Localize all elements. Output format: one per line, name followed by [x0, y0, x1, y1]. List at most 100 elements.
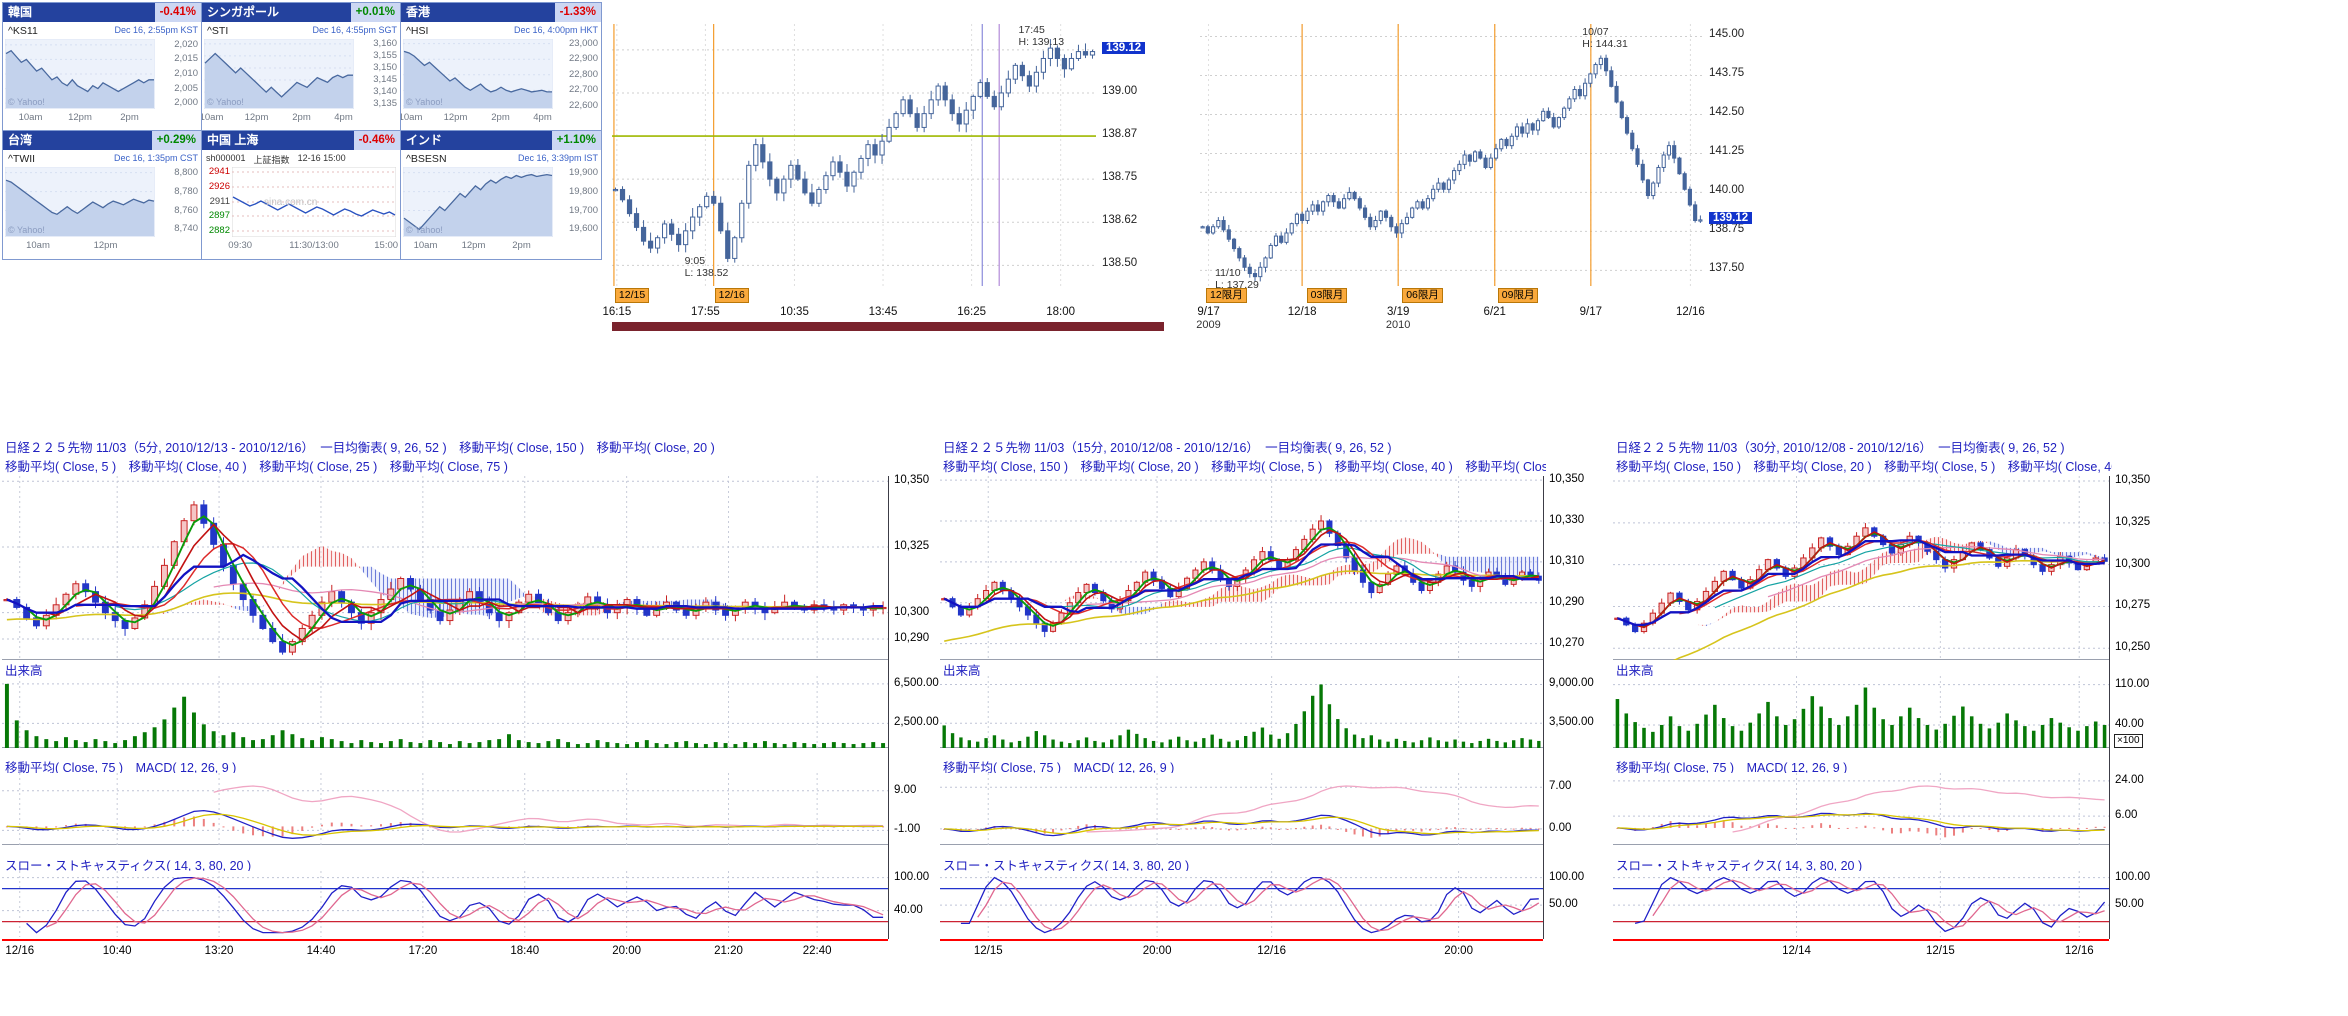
macd-pane-canvas[interactable]	[1613, 773, 2109, 845]
panel-title-line2: 移動平均( Close, 150 ) 移動平均( Close, 20 ) 移動平…	[1616, 460, 2112, 474]
high-low-annotation: 17:45 H: 139.13	[1018, 24, 1065, 48]
nikkei-futures-panel-5min: 日経２２５先物 11/03（5分, 2010/12/13 - 2010/12/1…	[2, 433, 958, 993]
mini-chart-canvas[interactable]	[402, 38, 554, 110]
macd-pane-label: 移動平均( Close, 75 ) MACD( 12, 26, 9 )	[943, 761, 1175, 775]
mini-chart-canvas[interactable]	[231, 166, 397, 238]
y-axis-label: 3,140	[373, 86, 397, 98]
stochastics-pane-canvas[interactable]	[1613, 871, 2109, 937]
stochastics-pane-canvas[interactable]	[940, 871, 1543, 937]
y-axis-label: 23,000	[568, 37, 598, 49]
market-cell-taiwan[interactable]: 台湾 +0.29% ^TWII Dec 16, 1:35pm CST © Yah…	[3, 131, 202, 259]
axis-tick-label: -1.00	[894, 823, 921, 836]
volume-pane-canvas[interactable]	[1613, 676, 2109, 748]
market-header: 中国 上海 -0.46%	[202, 131, 400, 150]
axis-tick-label: 9,000.00	[1549, 677, 1594, 690]
volume-pane-label: 出来高	[943, 664, 981, 678]
chart-range-scrollbar[interactable]	[612, 322, 1164, 331]
market-cell-india[interactable]: インド +1.10% ^BSESN Dec 16, 3:39pm IST © Y…	[401, 131, 601, 259]
time-axis-year-label: 2009	[1196, 319, 1221, 331]
time-axis-label: 18:00	[1046, 306, 1076, 318]
y-axis-line	[1543, 476, 1544, 939]
macd-pane-label: 移動平均( Close, 75 ) MACD( 12, 26, 9 )	[5, 761, 237, 775]
x-axis-label: 10am	[26, 240, 50, 251]
current-price-label: 139.12	[1709, 211, 1753, 224]
y-axis-label: 140.00	[1709, 184, 1745, 197]
y-axis-label: 22,700	[568, 84, 598, 96]
y-axis-label: 2911	[209, 196, 230, 207]
time-axis-label: 12/16	[2064, 945, 2094, 957]
yahoo-watermark: © Yahoo!	[406, 97, 443, 107]
market-name: 香港	[406, 5, 431, 19]
mini-chart-canvas[interactable]	[203, 38, 355, 110]
macd-pane-canvas[interactable]	[2, 773, 888, 845]
y-axis-label: 2926	[208, 181, 230, 192]
x-axis-label: 10am	[413, 240, 438, 251]
axis-tick-label: 10,250	[2115, 641, 2151, 654]
x-axis-label: 4pm	[533, 112, 552, 123]
time-axis-year-label: 2010	[1385, 319, 1411, 331]
y-axis-label: 138.87	[1102, 128, 1138, 141]
contract-month-or-date-label: 12/15	[614, 288, 650, 303]
contract-month-or-date-label: 09限月	[1497, 288, 1539, 303]
y-axis-label: 138.75	[1709, 223, 1745, 236]
y-axis-label: 2897	[208, 210, 230, 221]
time-axis-label: 10:40	[102, 945, 132, 957]
axis-tick-label: 110.00	[2115, 677, 2150, 690]
volume-pane-canvas[interactable]	[940, 676, 1543, 748]
y-axis-label: 19,800	[568, 185, 598, 197]
x-axis-label: 4pm	[334, 112, 353, 123]
stochastics-pane-label: スロー・ストキャスティクス( 14, 3, 80, 20 )	[1616, 859, 1863, 873]
sina-timestamp: 12-16 15:00	[297, 153, 346, 163]
yahoo-watermark: © Yahoo!	[207, 97, 244, 107]
x-axis-label: 10am	[401, 112, 423, 123]
mini-chart-canvas[interactable]	[4, 38, 156, 110]
x-axis-label: 12pm	[461, 240, 486, 251]
y-axis-label: 139.00	[1102, 84, 1138, 97]
macd-pane-canvas[interactable]	[940, 773, 1543, 845]
y-axis-label: 137.50	[1709, 262, 1745, 275]
axis-tick-label: 10,300	[894, 605, 930, 618]
nikkei-futures-panel-15min: 日経２２５先物 11/03（15分, 2010/12/08 - 2010/12/…	[940, 433, 1602, 993]
y-axis-line	[888, 476, 889, 939]
yahoo-watermark: © Yahoo!	[8, 225, 45, 235]
market-cell-korea[interactable]: 韓国 -0.41% ^KS11 Dec 16, 2:55pm KST © Yah…	[3, 3, 202, 131]
y-axis-label: 2882	[208, 225, 230, 236]
axis-tick-label: 10,290	[894, 631, 930, 644]
volume-unit-label: ×100	[2114, 734, 2143, 748]
x-axis-label: 10am	[18, 112, 43, 123]
time-axis-label: 20:00	[612, 945, 642, 957]
time-axis-label: 6/21	[1483, 306, 1506, 318]
volume-pane-canvas[interactable]	[2, 676, 888, 748]
axis-tick-label: 6,500.00	[894, 676, 939, 689]
time-axis-label: 16:25	[957, 306, 986, 318]
price-pane-canvas[interactable]	[940, 476, 1543, 660]
panel-title-line1: 日経２２５先物 11/03（5分, 2010/12/13 - 2010/12/1…	[5, 441, 715, 455]
axis-tick-label: 10,350	[1549, 473, 1585, 486]
y-axis-label: 138.62	[1102, 214, 1138, 227]
price-pane-canvas[interactable]	[2, 476, 888, 660]
mini-chart-canvas[interactable]	[4, 166, 156, 238]
high-low-annotation: 9:05 L: 138.52	[684, 254, 729, 279]
y-axis-label: 19,600	[568, 223, 598, 235]
intraday-plot-canvas[interactable]	[612, 24, 1096, 286]
sina-watermark: sina.com.cn	[264, 197, 318, 208]
axis-tick-label: 0.00	[1549, 821, 1572, 834]
y-axis-label: 19,700	[568, 204, 598, 216]
market-cell-singapore[interactable]: シンガポール +0.01% ^STI Dec 16, 4:55pm SGT © …	[202, 3, 401, 131]
time-axis-label: 17:20	[408, 945, 438, 957]
market-cell-hongkong[interactable]: 香港 -1.33% ^HSI Dec 16, 4:00pm HKT © Yaho…	[401, 3, 601, 131]
daily-plot-canvas[interactable]	[1200, 24, 1703, 286]
price-pane-canvas[interactable]	[1613, 476, 2109, 690]
market-change-badge: -0.46%	[353, 131, 400, 150]
y-axis-label: 3,155	[373, 49, 397, 61]
market-name: 台湾	[8, 133, 33, 147]
volume-pane-label: 出来高	[1616, 664, 1654, 678]
time-axis-label: 17:55	[691, 306, 720, 318]
high-low-annotation: 11/10 L: 137.29	[1215, 266, 1259, 291]
y-axis-label: 143.75	[1709, 67, 1745, 80]
sina-info-row: sh000001 上証指数 12-16 15:00	[206, 153, 398, 166]
stochastics-pane-canvas[interactable]	[2, 871, 888, 937]
mini-chart-canvas[interactable]	[402, 166, 554, 238]
axis-tick-label: 3,500.00	[1549, 716, 1594, 729]
market-cell-shanghai[interactable]: 中国 上海 -0.46% sh000001 上証指数 12-16 15:00 s…	[202, 131, 401, 259]
